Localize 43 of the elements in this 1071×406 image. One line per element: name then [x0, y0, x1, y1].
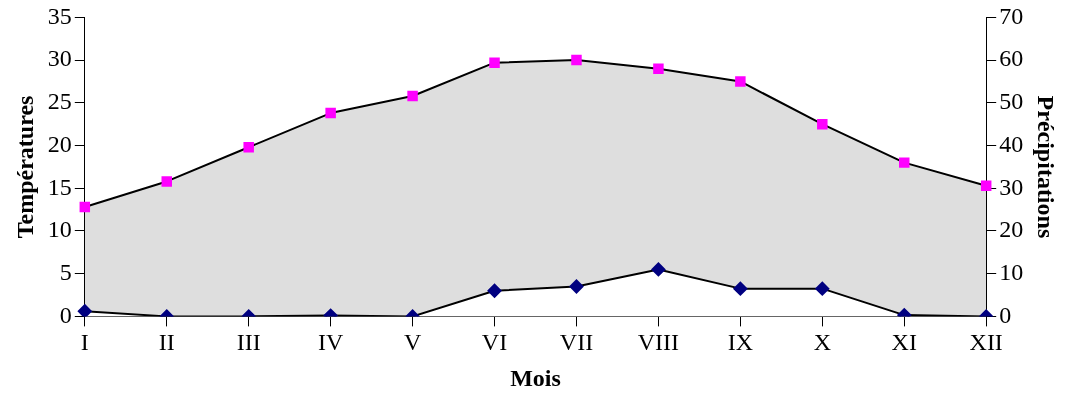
y-tick-label: 10 — [47, 216, 72, 243]
x-tick-label: II — [158, 329, 175, 356]
y2-axis-title: Précipitations — [1033, 95, 1060, 239]
point — [980, 180, 992, 191]
point — [735, 76, 746, 87]
x-tick-label: XII — [969, 329, 1003, 356]
y2-tick-label: 10 — [999, 258, 1024, 285]
point — [653, 63, 664, 74]
y2-tick-label: 60 — [999, 45, 1024, 72]
point — [325, 107, 336, 119]
x-tick-label: VI — [481, 329, 508, 356]
x-tick-label: I — [80, 329, 89, 356]
y2-tick-label: 0 — [999, 301, 1012, 328]
point — [407, 90, 418, 102]
y-tick-label: 35 — [47, 2, 72, 29]
point — [79, 201, 91, 213]
y-tick-label: 15 — [47, 173, 72, 200]
x-tick-label: XI — [891, 329, 917, 356]
y-tick-label: 5 — [59, 258, 72, 285]
x-axis-title: Mois — [510, 364, 561, 391]
x-tick-label: VII — [559, 329, 594, 356]
x-tick-label: V — [403, 329, 422, 356]
point — [899, 157, 910, 168]
y2-tick-label: 50 — [999, 88, 1024, 115]
y2-tick-label: 30 — [999, 173, 1024, 200]
point — [161, 176, 172, 187]
x-tick-label: VIII — [637, 329, 680, 356]
x-tick-label: X — [813, 329, 831, 356]
y-tick-label: 20 — [47, 130, 72, 157]
point — [489, 57, 500, 68]
x-tick-label: III — [236, 329, 261, 356]
point — [817, 118, 828, 130]
x-tick-label: IV — [317, 329, 344, 356]
y-tick-label: 25 — [47, 88, 72, 115]
y-axis-title: Températures — [11, 95, 38, 239]
y2-tick-label: 70 — [999, 2, 1024, 29]
y-tick-label: 30 — [47, 45, 72, 72]
y2-tick-label: 20 — [999, 216, 1024, 243]
y2-tick-label: 40 — [999, 130, 1024, 157]
point — [571, 54, 582, 66]
y-tick-label: 0 — [59, 301, 72, 328]
point — [243, 142, 254, 153]
x-tick-label: IX — [727, 329, 754, 356]
